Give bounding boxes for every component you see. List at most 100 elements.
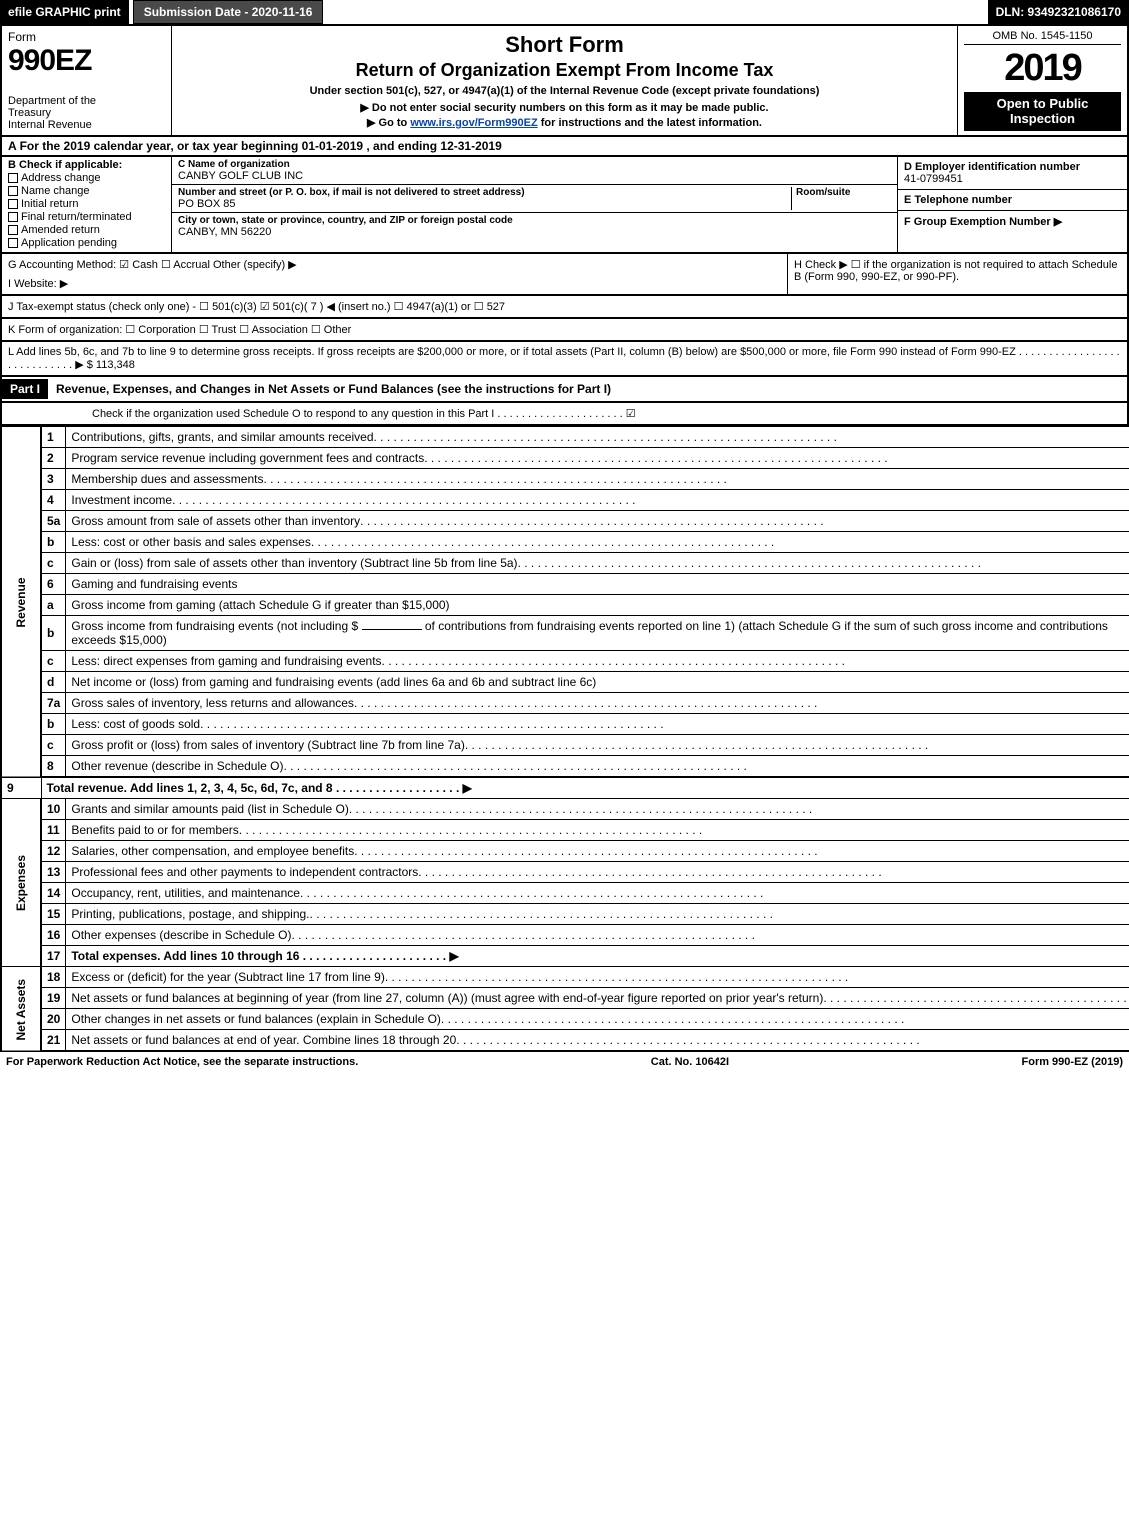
short-form-title: Short Form (182, 32, 947, 58)
ln2-num: 2 (41, 448, 66, 469)
ln13-num: 13 (41, 862, 66, 883)
ln4-desc: Investment income (71, 493, 172, 507)
efile-print-button[interactable]: efile GRAPHIC print (0, 0, 129, 24)
ln16-num: 16 (41, 925, 66, 946)
footer-left: For Paperwork Reduction Act Notice, see … (6, 1056, 358, 1068)
ln16-desc: Other expenses (describe in Schedule O) (71, 928, 291, 942)
city-value: CANBY, MN 56220 (178, 226, 891, 238)
ln6c-num: c (41, 651, 66, 672)
part-i-check: Check if the organization used Schedule … (0, 403, 1129, 426)
ln3-desc: Membership dues and assessments (71, 472, 263, 486)
goto-pre: Go to (379, 117, 411, 129)
irs-link[interactable]: www.irs.gov/Form990EZ (410, 117, 537, 129)
ln5a-num: 5a (41, 511, 66, 532)
line-i: I Website: ▶ (8, 277, 781, 290)
sidecat-revenue: Revenue (1, 427, 41, 778)
ln11-desc: Benefits paid to or for members (71, 823, 238, 837)
ln17-desc: Total expenses. Add lines 10 through 16 … (66, 946, 1129, 967)
city-label: City or town, state or province, country… (178, 215, 891, 226)
ln5c-desc: Gain or (loss) from sale of assets other… (71, 556, 517, 570)
dept-line1: Department of the (8, 95, 96, 107)
entity-info-block: B Check if applicable: Address change Na… (0, 157, 1129, 254)
ln15-num: 15 (41, 904, 66, 925)
goto-line: Go to www.irs.gov/Form990EZ for instruct… (182, 116, 947, 129)
footer-mid: Cat. No. 10642I (651, 1056, 729, 1068)
ln18-num: 18 (41, 967, 66, 988)
ln5b-desc: Less: cost or other basis and sales expe… (71, 535, 310, 549)
do-not-enter-line: Do not enter social security numbers on … (182, 101, 947, 114)
return-title: Return of Organization Exempt From Incom… (182, 60, 947, 81)
form-header: Form 990EZ Department of the Treasury In… (0, 26, 1129, 137)
ln1-desc: Contributions, gifts, grants, and simila… (71, 430, 373, 444)
ein-label: D Employer identification number (904, 161, 1121, 173)
goto-post: for instructions and the latest informat… (538, 117, 762, 129)
ln10-desc: Grants and similar amounts paid (list in… (71, 802, 348, 816)
chk-final-return[interactable]: Final return/terminated (8, 211, 165, 223)
part-i-header: Part I Revenue, Expenses, and Changes in… (0, 377, 1129, 403)
under-section: Under section 501(c), 527, or 4947(a)(1)… (182, 85, 947, 97)
ln6-num: 6 (41, 574, 66, 595)
ln21-desc: Net assets or fund balances at end of ye… (71, 1033, 456, 1047)
ln8-num: 8 (41, 756, 66, 778)
open-to-public: Open to Public Inspection (964, 92, 1121, 131)
chk-amended-return[interactable]: Amended return (8, 224, 165, 236)
ln6d-desc: Net income or (loss) from gaming and fun… (66, 672, 1129, 693)
top-bar: efile GRAPHIC print Submission Date - 20… (0, 0, 1129, 26)
ln10-num: 10 (41, 799, 66, 820)
addr-value: PO BOX 85 (178, 198, 791, 210)
ln7b-num: b (41, 714, 66, 735)
room-label: Room/suite (796, 187, 891, 198)
box-def: D Employer identification number 41-0799… (897, 157, 1127, 252)
ln11-num: 11 (41, 820, 66, 841)
line-l: L Add lines 5b, 6c, and 7b to line 9 to … (0, 342, 1129, 377)
ln6b-desc: Gross income from fundraising events (no… (66, 616, 1129, 651)
lines-g-h: G Accounting Method: ☑ Cash ☐ Accrual Ot… (0, 254, 1129, 296)
chk-initial-return[interactable]: Initial return (8, 198, 165, 210)
omb-number: OMB No. 1545-1150 (964, 30, 1121, 45)
header-right: OMB No. 1545-1150 2019 Open to Public In… (957, 26, 1127, 135)
tax-period-line: A For the 2019 calendar year, or tax yea… (0, 137, 1129, 157)
form-word: Form (8, 30, 165, 44)
ln9-desc: Total revenue. Add lines 1, 2, 3, 4, 5c,… (41, 777, 1129, 799)
form-number: 990EZ (8, 44, 165, 78)
ln17-num: 17 (41, 946, 66, 967)
ln6a-num: a (41, 595, 66, 616)
ln2-desc: Program service revenue including govern… (71, 451, 424, 465)
tax-year: 2019 (964, 45, 1121, 92)
chk-address-change[interactable]: Address change (8, 172, 165, 184)
box-b-title: B Check if applicable: (8, 159, 165, 171)
dept-line2: Treasury (8, 107, 51, 119)
ln12-num: 12 (41, 841, 66, 862)
ln7a-desc: Gross sales of inventory, less returns a… (71, 696, 354, 710)
ln19-desc: Net assets or fund balances at beginning… (71, 991, 823, 1005)
chk-application-pending[interactable]: Application pending (8, 237, 165, 249)
line-j: J Tax-exempt status (check only one) - ☐… (0, 296, 1129, 319)
sidecat-netassets: Net Assets (1, 967, 41, 1052)
org-name-label: C Name of organization (178, 159, 891, 170)
sidecat-expenses: Expenses (1, 799, 41, 967)
ln6d-num: d (41, 672, 66, 693)
ln7c-desc: Gross profit or (loss) from sales of inv… (71, 738, 464, 752)
ln8-desc: Other revenue (describe in Schedule O) (71, 759, 283, 773)
line-h: H Check ▶ ☐ if the organization is not r… (787, 254, 1127, 294)
ln21-num: 21 (41, 1030, 66, 1052)
ln12-desc: Salaries, other compensation, and employ… (71, 844, 354, 858)
org-name: CANBY GOLF CLUB INC (178, 170, 891, 182)
group-exemption-label: F Group Exemption Number ▶ (904, 215, 1121, 228)
dept-treasury: Department of the Treasury Internal Reve… (8, 95, 165, 131)
part-i-title: Revenue, Expenses, and Changes in Net As… (48, 382, 611, 396)
ln6c-desc: Less: direct expenses from gaming and fu… (71, 654, 381, 668)
footer-right: Form 990-EZ (2019) (1022, 1056, 1123, 1068)
revenue-table: Revenue 1 Contributions, gifts, grants, … (0, 426, 1129, 1052)
page-footer: For Paperwork Reduction Act Notice, see … (0, 1052, 1129, 1072)
ln5a-desc: Gross amount from sale of assets other t… (71, 514, 360, 528)
tel-label: E Telephone number (904, 194, 1121, 206)
ln13-desc: Professional fees and other payments to … (71, 865, 418, 879)
ln15-desc: Printing, publications, postage, and shi… (71, 907, 309, 921)
header-left: Form 990EZ Department of the Treasury In… (2, 26, 172, 135)
ln18-desc: Excess or (deficit) for the year (Subtra… (71, 970, 384, 984)
ln6a-desc: Gross income from gaming (attach Schedul… (66, 595, 1129, 616)
period-text: For the 2019 calendar year, or tax year … (20, 139, 502, 153)
chk-name-change[interactable]: Name change (8, 185, 165, 197)
ln20-num: 20 (41, 1009, 66, 1030)
